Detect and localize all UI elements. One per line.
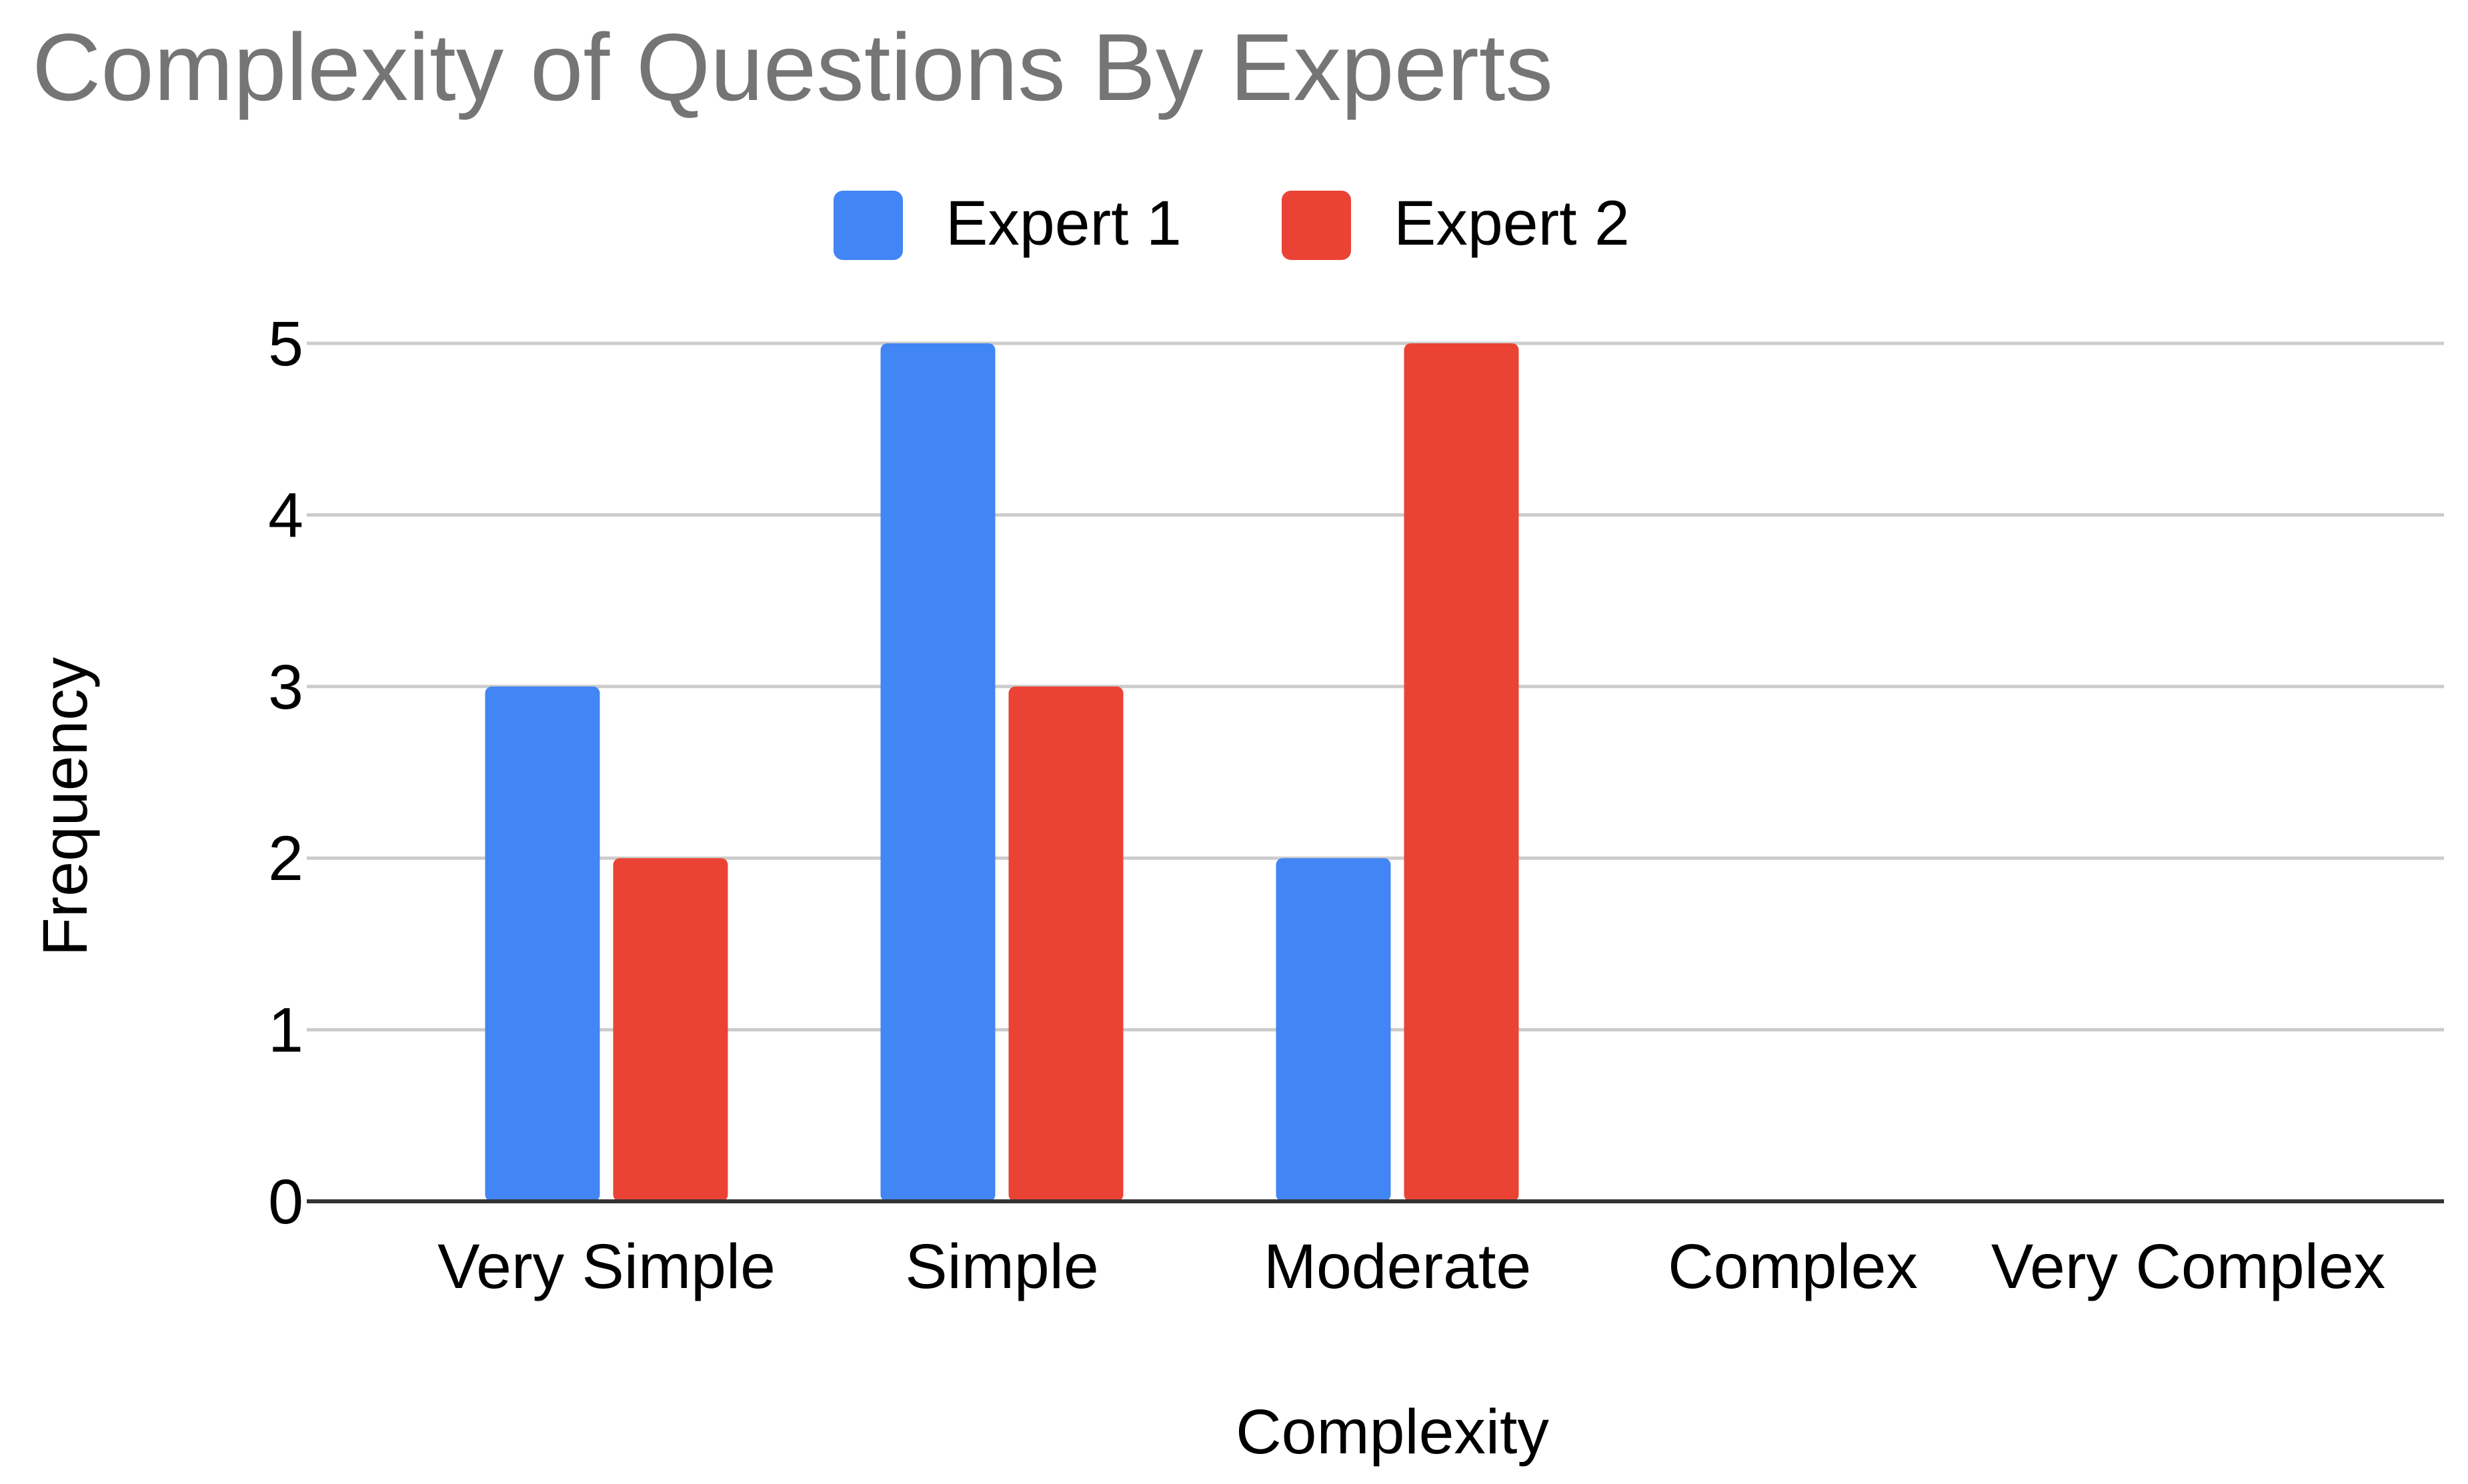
y-axis-ticks: 0 1 2 3 4 5 xyxy=(268,309,303,1237)
chart-title: Complexity of Questions By Experts xyxy=(32,15,1553,121)
legend-label-expert-2: Expert 2 xyxy=(1394,188,1630,259)
legend-swatch-expert-1 xyxy=(834,191,903,260)
x-tick-label-moderate: Moderate xyxy=(1264,1231,1531,1302)
y-tick-label-1: 1 xyxy=(268,995,303,1066)
y-axis-title: Frequency xyxy=(30,657,101,956)
bar-expert-1-moderate xyxy=(1276,858,1391,1201)
x-axis-title: Complexity xyxy=(1236,1397,1549,1467)
bar-expert-1-simple xyxy=(880,343,996,1201)
y-tick-label-3: 3 xyxy=(268,652,303,723)
bars xyxy=(485,343,1519,1201)
legend: Expert 1 Expert 2 xyxy=(834,188,1630,260)
x-axis-ticks: Very Simple Simple Moderate Complex Very Com… xyxy=(437,1231,2385,1302)
bar-expert-2-very-simple xyxy=(613,858,728,1201)
y-tick-label-0: 0 xyxy=(268,1167,303,1237)
legend-swatch-expert-2 xyxy=(1282,191,1351,260)
y-tick-label-4: 4 xyxy=(268,480,303,551)
y-tick-label-2: 2 xyxy=(268,823,303,894)
y-tick-label-5: 5 xyxy=(268,309,303,379)
bar-expert-2-simple xyxy=(1008,686,1124,1201)
bar-expert-1-very-simple xyxy=(485,686,600,1201)
x-tick-label-complex: Complex xyxy=(1668,1231,1918,1302)
x-tick-label-very-complex: Very Complex xyxy=(1991,1231,2385,1302)
x-tick-label-very-simple: Very Simple xyxy=(437,1231,776,1302)
x-tick-label-simple: Simple xyxy=(905,1231,1098,1302)
legend-label-expert-1: Expert 1 xyxy=(946,188,1182,259)
bar-expert-2-moderate xyxy=(1404,343,1519,1201)
